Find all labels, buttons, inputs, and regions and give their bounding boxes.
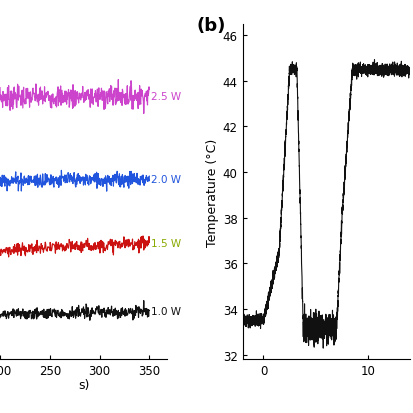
X-axis label: s): s) xyxy=(78,378,89,392)
Text: 1.5 W: 1.5 W xyxy=(151,238,181,248)
Y-axis label: Temperature (°C): Temperature (°C) xyxy=(205,138,218,246)
Text: (b): (b) xyxy=(196,17,225,34)
Text: 2.5 W: 2.5 W xyxy=(151,91,181,102)
Text: 1.0 W: 1.0 W xyxy=(151,306,181,316)
Text: 2.0 W: 2.0 W xyxy=(151,175,181,185)
